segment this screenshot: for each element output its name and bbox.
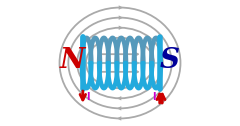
Text: S: S: [160, 47, 180, 74]
Text: N: N: [60, 47, 85, 74]
Text: I: I: [152, 92, 156, 102]
Text: I: I: [87, 92, 90, 102]
